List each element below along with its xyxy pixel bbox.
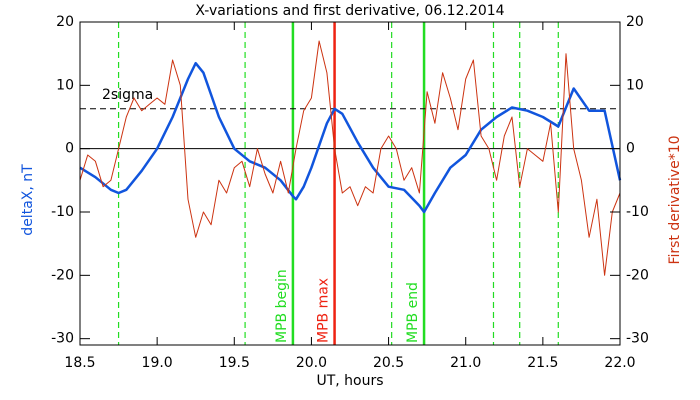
y2-tick-label: 20 [626,14,644,30]
vertical-line-label: MPB begin [274,269,290,343]
series-line [79,61,622,214]
series-line [79,40,621,276]
y-tick-label: 10 [56,77,74,93]
y2-tick-label: -20 [626,267,649,283]
y2-tick-label: -10 [626,204,649,220]
x-tick-label: 19.5 [219,355,250,371]
y2-tick-label: 0 [626,141,635,157]
x-tick-label: 21.0 [450,355,481,371]
y-tick-label: 20 [56,14,74,30]
y-tick-label: 0 [65,141,74,157]
x-axis-label: UT, hours [316,373,383,389]
y-tick-label: -10 [51,204,74,220]
y2-tick-label: -30 [626,331,649,347]
y2-tick-label: 10 [626,77,644,93]
y-tick-label: -30 [51,331,74,347]
vertical-line-label: MPB end [405,282,421,343]
x-tick-label: 20.5 [373,355,404,371]
horizontal-line-label: 2sigma [102,87,153,103]
x-tick-label: 19.0 [142,355,173,371]
plot-frame [79,21,621,346]
y-tick-label: -20 [51,267,74,283]
x-tick-label: 21.5 [527,355,558,371]
y-axis-label: deltaX, nT [20,164,36,236]
x-tick-label: 20.0 [296,355,327,371]
x-tick-label: 22.0 [604,355,635,371]
x-tick-label: 18.5 [64,355,95,371]
y2-axis-label: First derivative*10 [667,135,683,264]
chart-title: X-variations and first derivative, 06.12… [195,3,504,19]
vertical-line-label: MPB max [316,278,332,343]
